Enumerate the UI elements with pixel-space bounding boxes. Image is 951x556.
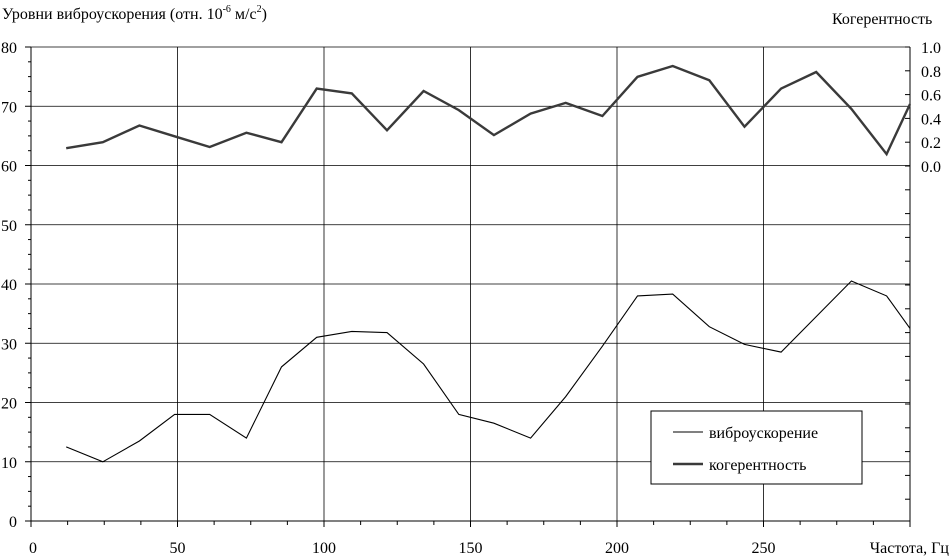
legend-box	[650, 410, 863, 485]
y-tick-label-10: 10	[1, 455, 17, 472]
axes	[25, 46, 911, 527]
tick-labels: 0 10 20 30 40 50 60 70 80 0 50 100 150 200 250 0.0 0.2 0.…	[1, 40, 941, 556]
x-tick-label-200: 200	[605, 540, 629, 556]
x-tick-label-0: 0	[29, 540, 37, 556]
series-line-vibroacceleration	[65, 280, 911, 463]
y-axis-right-title: Когерентность	[832, 11, 932, 28]
y-tick-label-70: 70	[1, 99, 17, 116]
y-tick-label-30: 30	[1, 336, 17, 353]
y-right-tick-label-0.2: 0.2	[921, 135, 941, 152]
y-right-tick-label-0.4: 0.4	[921, 111, 941, 128]
y-tick-label-50: 50	[1, 218, 17, 235]
legend-label-coherence: когерентность	[709, 457, 806, 474]
series	[65, 64, 912, 463]
y-right-tick-label-0.6: 0.6	[921, 88, 941, 105]
y-axis-left-title: Уровни виброускорения (отн. 10-6 м/с2)	[2, 4, 267, 23]
y-right-tick-label-1.0: 1.0	[921, 40, 941, 57]
y-right-tick-label-0.8: 0.8	[921, 64, 941, 81]
legend: виброускорение когерентность	[650, 410, 863, 485]
x-tick-label-250: 250	[752, 540, 776, 556]
y-tick-label-0: 0	[9, 514, 17, 531]
y-tick-label-60: 60	[1, 159, 17, 176]
x-tick-label-150: 150	[459, 540, 483, 556]
y-tick-label-80: 80	[1, 40, 17, 57]
x-tick-label-100: 100	[312, 540, 336, 556]
x-tick-label-50: 50	[170, 540, 186, 556]
series-line-coherence	[66, 64, 912, 157]
x-axis-title: Частота, Гц	[870, 540, 950, 556]
y-tick-label-40: 40	[1, 277, 17, 294]
y-right-tick-label-0.0: 0.0	[921, 159, 941, 176]
legend-label-vibro: виброускорение	[709, 425, 818, 442]
y-tick-label-20: 20	[1, 396, 17, 413]
